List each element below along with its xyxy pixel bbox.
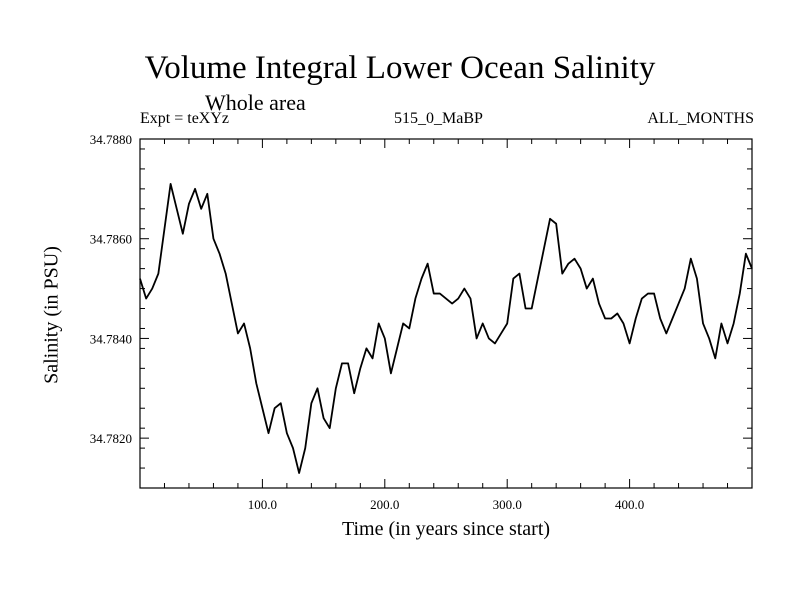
x-tick-label: 200.0	[370, 497, 399, 512]
x-axis-label: Time (in years since start)	[341, 518, 551, 540]
axis-tick-labels: 100.0 200.0 300.0 400.0 34.7820 34.7840 34.786…	[90, 132, 644, 512]
axis-ticks	[140, 138, 752, 488]
plot-frame	[139, 138, 753, 489]
x-tick-label: 300.0	[493, 497, 522, 512]
y-axis-label: Salinity (in PSU)	[40, 246, 63, 384]
y-tick-label: 34.7860	[90, 232, 132, 247]
y-tick-label: 34.7820	[90, 431, 132, 446]
months-label: ALL_MONTHS	[647, 110, 754, 127]
chart-title: Volume Integral Lower Ocean Salinity	[144, 50, 656, 86]
run-label: 515_0_MaBP	[394, 110, 483, 127]
y-tick-label: 34.7840	[90, 331, 132, 346]
salinity-series-line	[139, 182, 753, 474]
y-tick-label: 34.7880	[90, 132, 132, 147]
x-tick-label: 100.0	[248, 497, 277, 512]
experiment-label: Expt = teXYz	[140, 110, 229, 127]
chart-subtitle: Whole area	[205, 90, 306, 115]
x-tick-label: 400.0	[615, 497, 644, 512]
